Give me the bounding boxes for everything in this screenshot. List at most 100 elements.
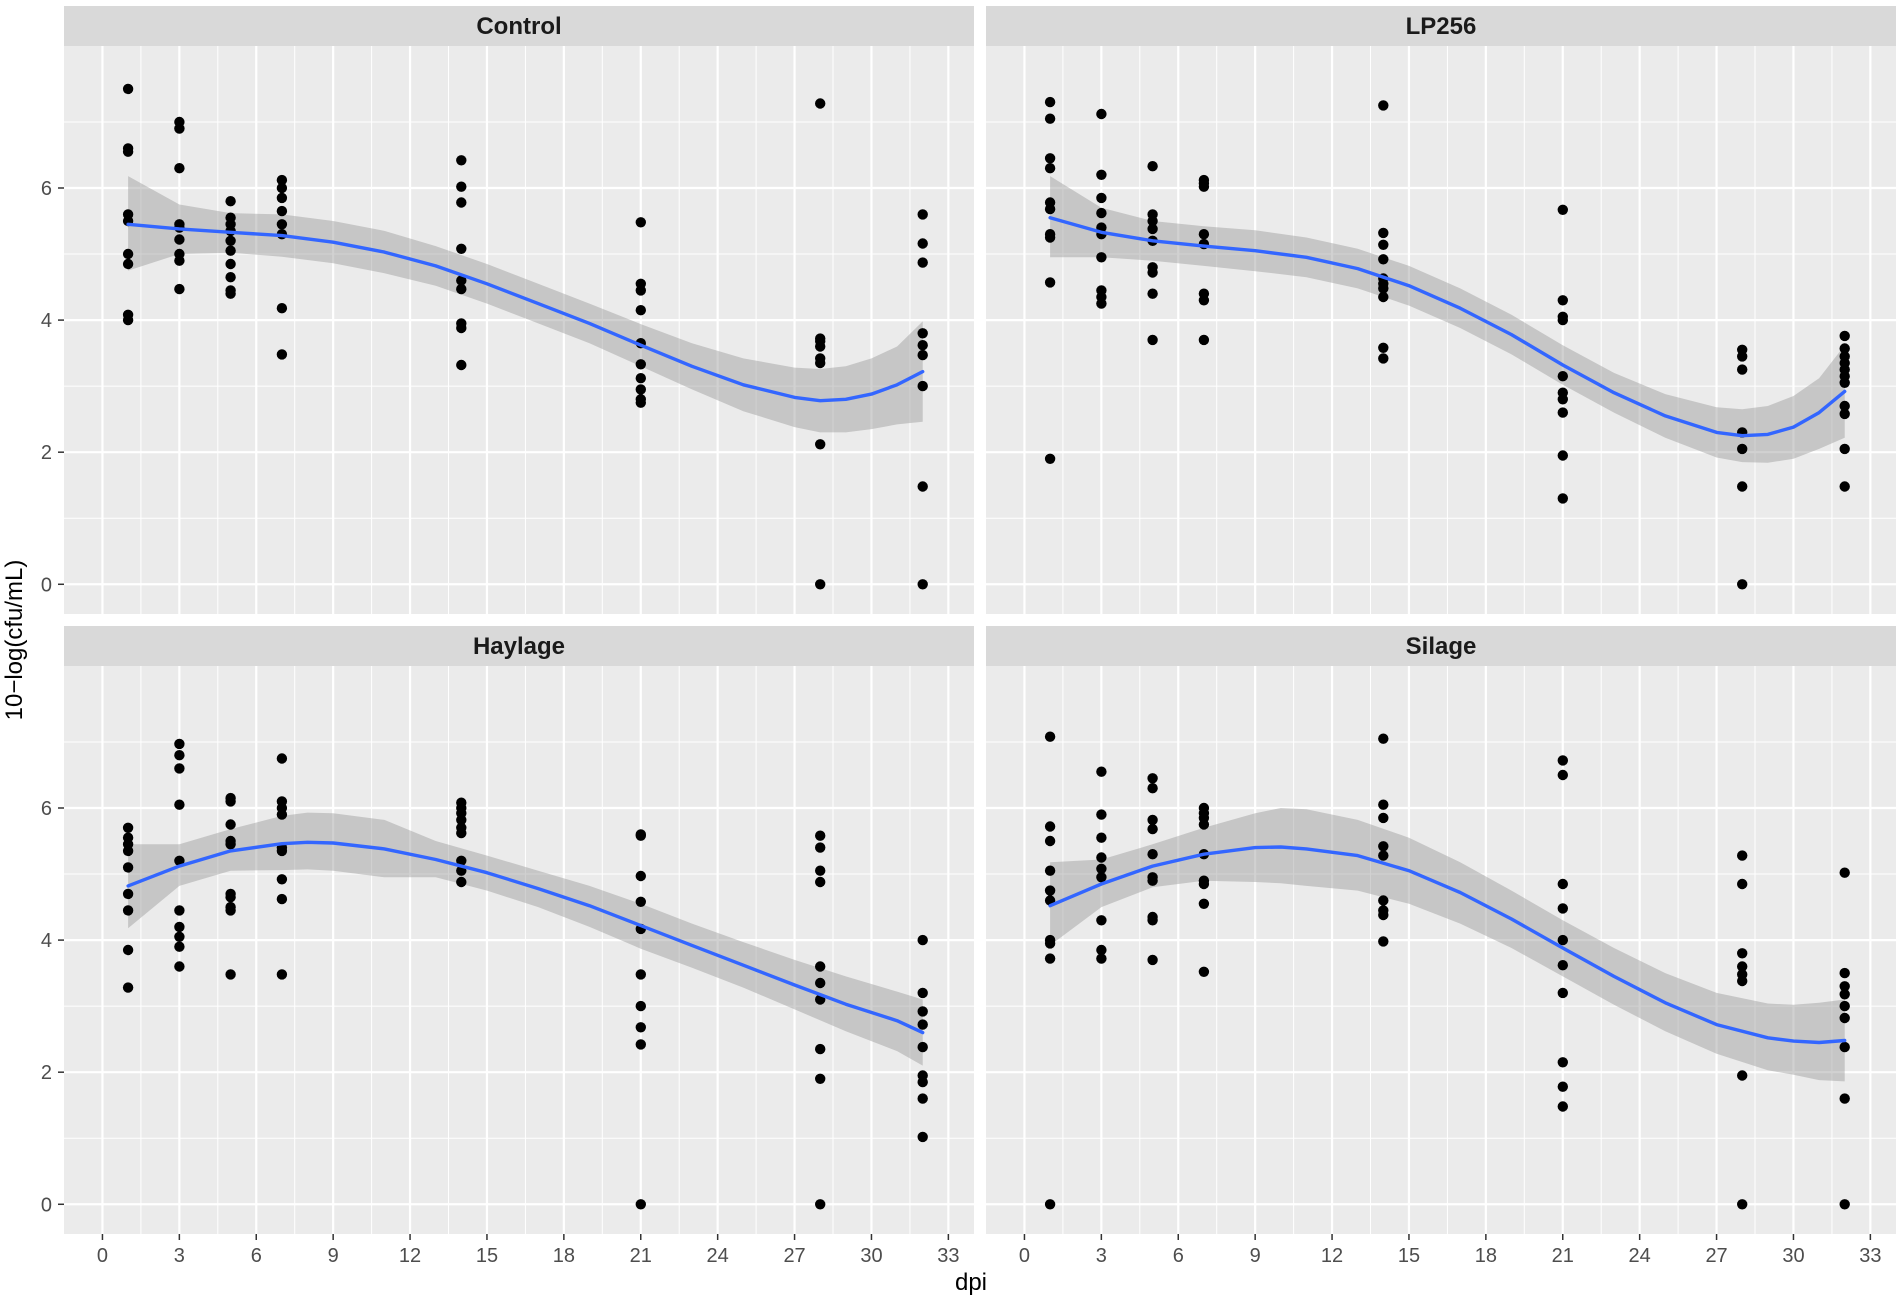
data-point-silage (1839, 1000, 1850, 1012)
data-point-control (174, 255, 185, 266)
data-point-haylage (815, 876, 826, 888)
x-tick-label: 3 (1096, 1245, 1107, 1267)
data-point-silage (1737, 1070, 1748, 1081)
data-point-silage (1044, 938, 1056, 949)
data-point-lp256 (1737, 364, 1748, 375)
facet-title-lp256: LP256 (1406, 13, 1477, 40)
data-point-control (122, 258, 134, 270)
data-point-lp256 (1147, 267, 1158, 278)
y-axis-title: 10−log(cfu/mL) (1, 560, 28, 721)
x-tick-label: 27 (1705, 1245, 1727, 1267)
data-point-haylage (635, 870, 646, 882)
data-point-silage (1839, 967, 1850, 979)
data-point-control (635, 217, 646, 228)
facet-panel-haylage: Haylage (64, 626, 974, 1234)
data-point-lp256 (1147, 223, 1158, 235)
panel-background-haylage (64, 666, 974, 1234)
data-point-lp256 (1198, 181, 1210, 192)
panel-background-silage (986, 666, 1896, 1234)
data-point-silage (1044, 731, 1056, 742)
y-axis-top-row: 0 2 4 6 (41, 178, 64, 596)
x-tick-label: 9 (328, 1245, 339, 1267)
data-point-haylage (174, 941, 185, 952)
data-point-silage (1147, 954, 1158, 966)
data-point-control (276, 349, 288, 360)
data-point-control (815, 579, 826, 590)
y-tick-label: 4 (41, 310, 52, 332)
data-point-control (456, 322, 467, 334)
confidence-band-silage (1050, 808, 1845, 1082)
data-point-silage (1378, 841, 1389, 852)
data-point-silage (1198, 966, 1210, 977)
facet-title-haylage: Haylage (473, 633, 565, 660)
data-point-silage (1096, 953, 1107, 964)
smooth-line-haylage (126, 840, 925, 1035)
data-point-silage (1378, 799, 1389, 810)
x-tick-label: 30 (860, 1245, 882, 1267)
data-point-silage (1044, 1199, 1056, 1210)
x-tick-label: 21 (630, 1245, 652, 1267)
data-point-control (225, 245, 236, 256)
data-point-control (225, 272, 236, 283)
data-point-haylage (917, 1019, 928, 1030)
x-tick-label: 33 (937, 1245, 959, 1267)
facet-strip-control (64, 6, 974, 46)
data-point-control (635, 384, 646, 395)
data-point-lp256 (1737, 351, 1748, 362)
y-tick-label: 0 (41, 1194, 52, 1216)
data-point-haylage (815, 830, 826, 841)
y-tick-label: 4 (41, 930, 52, 952)
data-point-lp256 (1557, 493, 1569, 504)
data-point-haylage (456, 827, 467, 839)
data-point-haylage (815, 961, 826, 972)
data-point-lp256 (1147, 288, 1158, 299)
data-point-haylage (174, 921, 185, 933)
data-point-lp256 (1737, 443, 1748, 455)
data-point-haylage (122, 822, 134, 833)
data-point-lp256 (1044, 453, 1056, 464)
data-point-silage (1378, 936, 1389, 947)
panel-background-control (64, 46, 974, 614)
x-tick-label: 12 (1321, 1245, 1343, 1267)
data-point-lp256 (1557, 371, 1569, 382)
data-point-control (917, 328, 928, 339)
data-point-lp256 (1096, 169, 1107, 180)
data-point-silage (1557, 878, 1569, 890)
data-point-control (635, 373, 646, 384)
data-point-lp256 (1198, 295, 1210, 306)
data-point-silage (1737, 878, 1748, 890)
data-point-control (122, 314, 134, 326)
data-point-haylage (917, 1006, 928, 1017)
data-point-lp256 (1839, 330, 1850, 342)
data-point-silage (1737, 961, 1748, 972)
data-point-silage (1557, 1057, 1569, 1068)
data-point-silage (1557, 755, 1569, 766)
data-point-lp256 (1378, 239, 1389, 250)
data-point-haylage (174, 750, 185, 761)
data-point-haylage (276, 893, 288, 905)
data-point-control (635, 285, 646, 296)
data-point-haylage (122, 982, 134, 993)
data-point-haylage (635, 1022, 646, 1033)
x-axis-left-column: 0 3 6 9 12 15 18 21 24 27 30 33 (97, 1234, 959, 1267)
data-point-lp256 (1737, 579, 1748, 590)
data-point-silage (1044, 885, 1056, 896)
data-point-lp256 (1557, 394, 1569, 405)
data-point-haylage (276, 845, 288, 857)
data-point-lp256 (1839, 408, 1850, 420)
data-point-silage (1839, 1093, 1850, 1104)
data-point-lp256 (1557, 295, 1569, 306)
data-point-silage (1557, 903, 1569, 914)
data-point-haylage (225, 905, 236, 916)
x-tick-label: 0 (1019, 1245, 1030, 1267)
data-point-control (456, 243, 467, 254)
data-point-haylage (635, 830, 646, 841)
data-point-haylage (635, 1000, 646, 1012)
data-point-lp256 (1839, 377, 1850, 388)
x-tick-label: 33 (1859, 1245, 1881, 1267)
data-point-lp256 (1044, 96, 1056, 108)
data-point-lp256 (1044, 232, 1056, 243)
data-point-silage (1839, 981, 1850, 992)
data-point-lp256 (1378, 227, 1389, 239)
data-point-control (276, 303, 288, 314)
